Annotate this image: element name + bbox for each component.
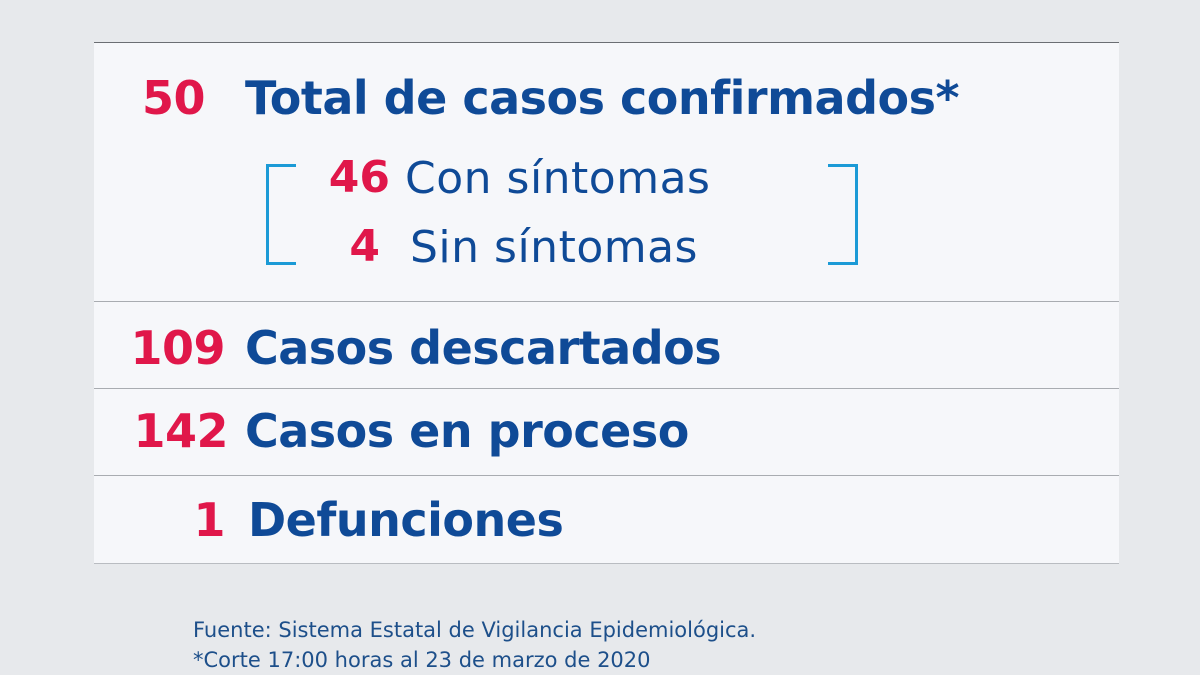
without-symptoms-label: Sin síntomas (410, 222, 698, 273)
deaths-label: Defunciones (248, 493, 564, 547)
in-process-count: 142 (133, 404, 228, 458)
left-bracket (266, 164, 296, 265)
in-process-label: Casos en proceso (245, 404, 689, 458)
without-symptoms-count: 4 (349, 221, 380, 272)
right-bracket (828, 164, 858, 265)
confirmed-count: 50 (141, 71, 206, 125)
deaths-count: 1 (193, 493, 225, 547)
discarded-label: Casos descartados (245, 321, 722, 375)
with-symptoms-count: 46 (328, 152, 390, 203)
stats-card (94, 42, 1119, 564)
divider (94, 301, 1119, 302)
source-note: Fuente: Sistema Estatal de Vigilancia Ep… (193, 618, 757, 642)
cutoff-note: *Corte 17:00 horas al 23 de marzo de 202… (193, 648, 651, 672)
divider (94, 475, 1119, 476)
discarded-count: 109 (130, 321, 225, 375)
with-symptoms-label: Con síntomas (405, 153, 711, 204)
divider (94, 388, 1119, 389)
confirmed-label: Total de casos confirmados* (245, 71, 960, 125)
